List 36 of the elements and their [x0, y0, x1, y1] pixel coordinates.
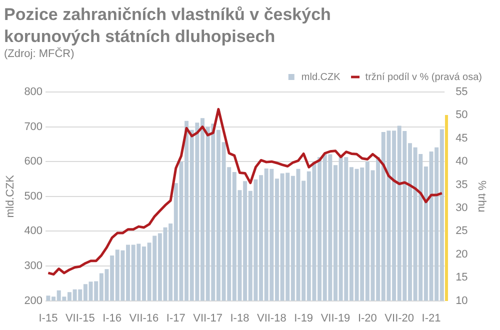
legend-label: tržní podíl v % (pravá osa) — [365, 72, 482, 83]
y-tick-label: 700 — [24, 120, 43, 133]
y2-tick-label: 45 — [456, 132, 468, 144]
y-tick-label: 300 — [24, 260, 43, 272]
y2-axis-title: % trhu — [475, 180, 488, 212]
y2-tick-label: 30 — [456, 202, 468, 214]
y-tick-label: 500 — [24, 190, 43, 202]
x-tick-label: I-21 — [422, 312, 441, 324]
y2-tick-label: 20 — [456, 248, 468, 260]
x-tick-label: I-20 — [358, 312, 377, 324]
x-tick-label: VII-17 — [193, 312, 222, 324]
legend-label: mld.CZK — [301, 72, 341, 83]
y2-tick-label: 40 — [456, 156, 468, 168]
y-tick-label: 600 — [24, 156, 43, 168]
chart-subtitle: (Zdroj: MFČR) — [4, 48, 76, 60]
x-tick-label: I-19 — [294, 312, 314, 324]
x-tick-label: I-17 — [166, 312, 186, 324]
y-axis-title: mld.CZK — [4, 174, 17, 218]
x-tick-label: VII-20 — [384, 312, 414, 324]
y2-tick-label: 50 — [456, 109, 468, 122]
x-tick-label: I-15 — [38, 312, 58, 324]
y-tick-label: 400 — [24, 225, 43, 238]
y-tick-label: 200 — [24, 294, 43, 307]
y-tick-label: 800 — [24, 86, 43, 98]
x-tick-label: VII-16 — [129, 312, 159, 324]
y2-tick-label: 55 — [456, 86, 468, 98]
y2-tick-label: 25 — [456, 225, 468, 238]
y2-tick-label: 10 — [456, 294, 468, 307]
x-tick-label: VII-15 — [65, 312, 95, 324]
y2-tick-label: 35 — [456, 178, 468, 191]
x-tick-label: VII-18 — [256, 312, 286, 324]
x-tick-label: I-16 — [102, 312, 122, 324]
x-tick-label: I-18 — [230, 312, 250, 324]
x-tick-label: VII-19 — [320, 312, 350, 324]
chart-title: Pozice zahraničních vlastníků v českých korunových státních dluhopisech — [4, 4, 332, 47]
y2-tick-label: 15 — [456, 272, 468, 284]
